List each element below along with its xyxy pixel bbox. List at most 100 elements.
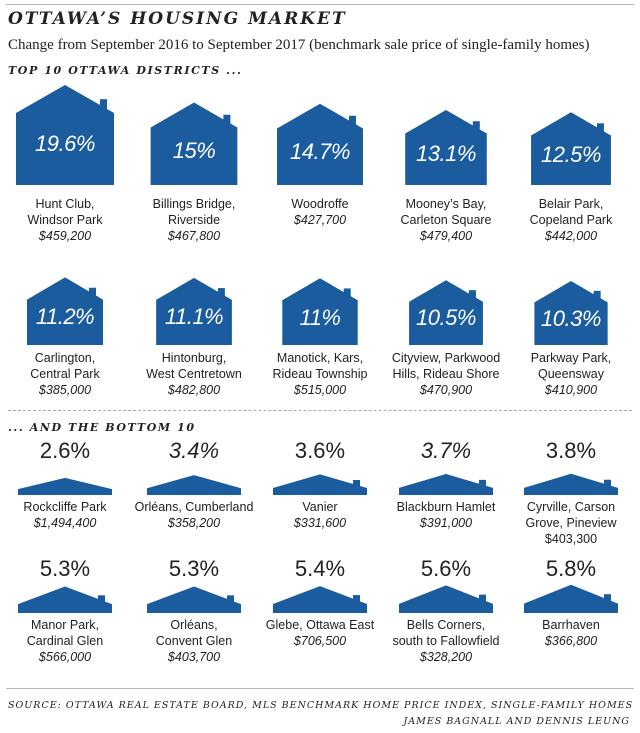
house-icon — [156, 277, 232, 345]
house-icon — [399, 474, 493, 495]
house-icon — [150, 102, 238, 185]
district-name: south to Fallowfield — [392, 634, 500, 648]
district-card: 2.6% Rockcliffe Park $1,494,400 — [3, 438, 127, 553]
district-card: 11.2% Carlington, Central Park $385,000 — [3, 277, 127, 412]
house-icon — [18, 586, 112, 613]
bottom-rule — [6, 688, 634, 689]
top-rule — [6, 4, 634, 5]
district-card: 10.5% Cityview, Parkwood Hills, Rideau Sho… — [384, 277, 508, 412]
house-icon — [524, 473, 618, 495]
house-bar — [150, 102, 238, 185]
district-name: Carleton Square — [400, 213, 492, 227]
district-price: $1,494,400 — [33, 516, 97, 530]
district-card: 3.4% Orléans, Cumberland $358,200 — [132, 438, 256, 553]
district-price: $482,800 — [167, 383, 221, 397]
district-price: $410,900 — [544, 383, 598, 397]
house-value-label: 11.1% — [164, 304, 224, 330]
house-bar — [18, 586, 112, 613]
district-price: $385,000 — [38, 383, 92, 397]
house-icon — [405, 109, 487, 185]
house-icon — [26, 277, 104, 345]
house-icon — [18, 477, 112, 495]
house-value-label: 19.6% — [35, 131, 95, 156]
house-value-label: 2.6% — [39, 438, 91, 463]
district-name: Cardinal Glen — [26, 634, 104, 648]
house-value-label: 13.1% — [416, 141, 476, 167]
district-card: 14.7% Woodroffe $427,700 — [258, 83, 382, 227]
house-bar — [399, 585, 493, 613]
house-value-label: 11.2% — [35, 304, 95, 330]
house-bar — [524, 473, 618, 495]
district-price: $470,900 — [419, 383, 473, 397]
house-bar — [273, 474, 367, 495]
district-name: West Centretown — [146, 367, 242, 381]
district-card: 5.3% Orléans, Convent Glen $403,700 — [132, 556, 256, 671]
house-value-label: 5.6% — [420, 556, 472, 581]
house-bar — [147, 586, 241, 613]
district-price: $391,000 — [419, 516, 473, 530]
house-icon — [147, 586, 241, 613]
district-price: $358,200 — [167, 516, 221, 530]
house-value-label: 5.3% — [168, 556, 220, 581]
district-name: Cityview, Parkwood — [391, 351, 501, 365]
district-price: $479,400 — [419, 229, 473, 243]
district-name: Manor Park, — [30, 618, 100, 632]
house-bar — [18, 477, 112, 495]
district-price: $403,700 — [167, 650, 221, 664]
house-bar — [26, 277, 104, 345]
house-icon — [524, 584, 618, 613]
district-name: Convent Glen — [155, 634, 233, 648]
house-bar — [282, 278, 358, 345]
district-name: Hintonburg, — [161, 351, 227, 365]
district-name: Carlington, — [34, 351, 96, 365]
district-name: Glebe, Ottawa East — [265, 618, 375, 632]
house-bar — [524, 584, 618, 613]
district-card: 3.7% Blackburn Hamlet $391,000 — [384, 438, 508, 553]
district-card: 12.5% Belair Park, Copeland Park $442,000 — [509, 83, 633, 243]
house-value-label: 3.8% — [545, 438, 597, 463]
district-name: Queensway — [537, 367, 604, 381]
district-name: Orléans, — [170, 618, 218, 632]
district-name: Hills, Rideau Shore — [392, 367, 500, 381]
house-value-label: 5.8% — [545, 556, 597, 581]
district-name: Bells Corners, — [406, 618, 486, 632]
district-card: 3.8% Cyrville, Carson Grove, Pineview $403,… — [509, 438, 633, 553]
house-bar — [147, 475, 241, 495]
house-value-label: 12.5% — [541, 142, 601, 168]
district-price: $403,300 — [544, 532, 598, 546]
section-divider — [8, 410, 632, 411]
house-value-label: 5.3% — [39, 556, 91, 581]
district-name: Blackburn Hamlet — [396, 500, 496, 514]
house-value-label: 3.4% — [168, 438, 220, 463]
house-bar — [16, 85, 114, 185]
house-icon — [16, 85, 114, 185]
house-bar — [277, 103, 363, 185]
district-name: Billings Bridge, — [152, 197, 236, 211]
house-value-label: 15% — [172, 138, 216, 164]
house-icon — [273, 474, 367, 495]
house-value-label: 10.3% — [541, 305, 601, 331]
district-price: $515,000 — [293, 383, 347, 397]
house-icon — [273, 586, 367, 613]
district-name: Windsor Park — [27, 213, 103, 227]
district-name: Mooney’s Bay, — [405, 197, 487, 211]
district-card: 19.6% Hunt Club, Windsor Park $459,200 — [3, 83, 127, 243]
house-bar — [409, 280, 483, 345]
district-name: Woodroffe — [291, 197, 349, 211]
district-card: 11% Manotick, Kars, Rideau Township $515,00… — [258, 277, 382, 412]
district-price: $467,800 — [167, 229, 221, 243]
house-bar — [156, 277, 232, 345]
district-card: 13.1% Mooney’s Bay, Carleton Square $479,40… — [384, 83, 508, 243]
house-value-label: 3.6% — [294, 438, 346, 463]
district-name: Barrhaven — [542, 618, 600, 632]
district-price: $459,200 — [38, 229, 92, 243]
house-value-label: 10.5% — [416, 305, 476, 331]
house-icon — [282, 278, 358, 345]
district-price: $366,800 — [544, 634, 598, 648]
house-icon — [399, 585, 493, 613]
district-card: 3.6% Vanier $331,600 — [258, 438, 382, 553]
source-note: SOURCE: OTTAWA REAL ESTATE BOARD, MLS BE… — [8, 700, 634, 711]
district-card: 5.4% Glebe, Ottawa East $706,500 — [258, 556, 382, 671]
chart-subtitle: Change from September 2016 to September … — [8, 37, 590, 53]
district-name: Parkway Park, — [530, 351, 612, 365]
